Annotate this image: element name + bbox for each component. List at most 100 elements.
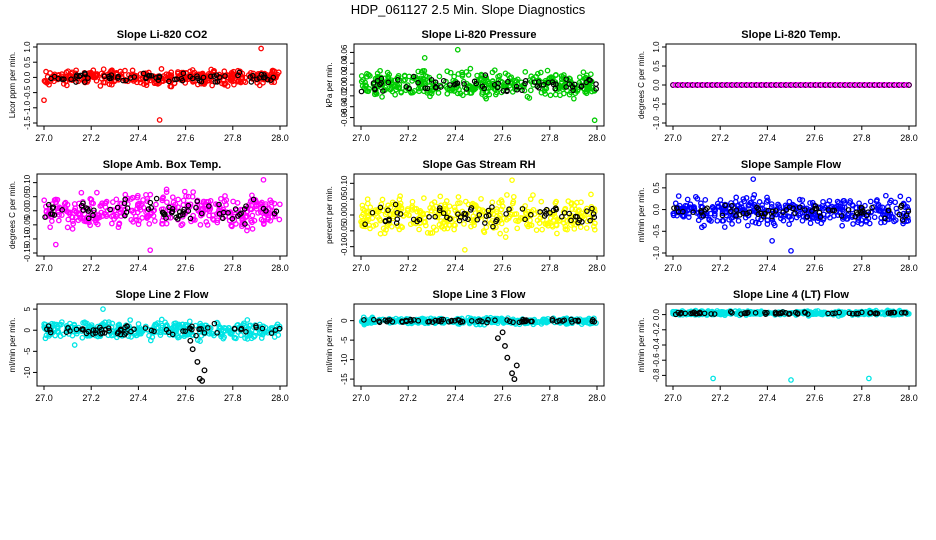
data-point [55,217,62,224]
x-tick-label: 27.2 [82,263,100,273]
data-point-black [124,323,130,329]
data-point-black [740,210,746,217]
data-point [163,186,170,193]
data-point-black [888,309,894,316]
data-point-black [673,205,680,211]
data-point [539,226,545,233]
data-point-black [232,206,239,212]
data-point-black [200,74,207,81]
data-point [272,213,278,220]
data-point-black [403,317,409,324]
figure-title: HDP_061127 2.5 Min. Slope Diagnostics [350,2,586,17]
data-point [871,214,878,221]
data-point [260,221,267,227]
data-point [527,87,534,94]
x-tick-label: 27.4 [130,133,148,143]
data-point [364,200,371,207]
y-tick-label: -0.5 [652,97,661,111]
data-point-black [67,328,73,334]
data-point [467,217,474,224]
data-point-black [465,216,471,223]
data-point [247,206,254,212]
data-point-black [105,325,112,331]
data-point [186,318,193,325]
outlier-point [788,377,794,383]
data-point-black [214,79,221,85]
data-point-black [198,78,205,85]
data-point [87,222,94,229]
y-tick-label: -10 [23,366,32,378]
data-point [49,218,55,224]
data-point [702,196,709,203]
data-point-black [177,212,184,219]
y-tick-label: 0.10 [340,175,349,191]
data-point [505,72,511,78]
x-tick-label: 27.0 [35,263,53,273]
data-point-black [394,216,401,222]
data-point [75,211,82,218]
data-point [160,194,167,201]
data-point [203,219,210,225]
data-point [735,217,742,224]
data-point [424,229,431,236]
data-point [98,202,105,209]
data-point [180,197,187,204]
data-point [436,73,443,80]
data-point-black [206,203,212,209]
data-point [457,200,463,206]
data-point-black [229,215,236,222]
data-point [465,201,472,208]
data-point [159,197,166,204]
data-point-black [220,215,226,222]
data-point [847,198,854,204]
data-point [197,221,204,228]
data-point-black [99,330,106,336]
data-point [210,216,216,222]
data-point [568,201,575,207]
x-tick-label: 27.8 [541,263,559,273]
data-point-black [433,84,439,91]
data-point-black [85,328,92,335]
outlier-point [260,176,267,183]
data-point-black [494,84,501,91]
data-point [819,310,825,317]
y-tick-label: 0.5 [652,182,661,194]
x-tick-label: 27.8 [853,393,871,403]
data-point-black [696,310,702,316]
data-point-black [536,79,542,85]
data-point-black [59,76,65,82]
data-point [238,332,244,339]
data-point [786,214,792,220]
y-tick-label: -0.05 [340,221,349,240]
data-point [746,201,752,208]
data-point [502,234,509,240]
data-point [190,189,197,195]
data-point-black [108,75,114,81]
data-point [421,78,428,85]
data-point-black [268,330,275,336]
data-point [880,209,887,216]
data-point [764,197,771,204]
data-point [108,213,115,220]
data-point [841,204,848,211]
data-point-black [755,211,762,218]
data-point [845,210,852,217]
data-point [177,322,183,329]
data-point [513,78,520,85]
data-point [486,91,493,98]
data-point-black [722,202,728,209]
panel-title: Slope Line 3 Flow [433,289,526,301]
data-point-black [151,328,157,335]
data-point [198,202,205,209]
data-point-black [519,206,526,212]
data-point-black [385,79,392,86]
data-point [695,217,702,224]
data-point [175,196,181,203]
data-point [92,217,99,224]
data-point-black [836,309,842,316]
plot-frame [665,173,917,257]
data-point-black [838,213,845,219]
y-tick-label: 0.02 [340,66,349,82]
data-point [588,191,594,198]
data-point [210,217,217,223]
